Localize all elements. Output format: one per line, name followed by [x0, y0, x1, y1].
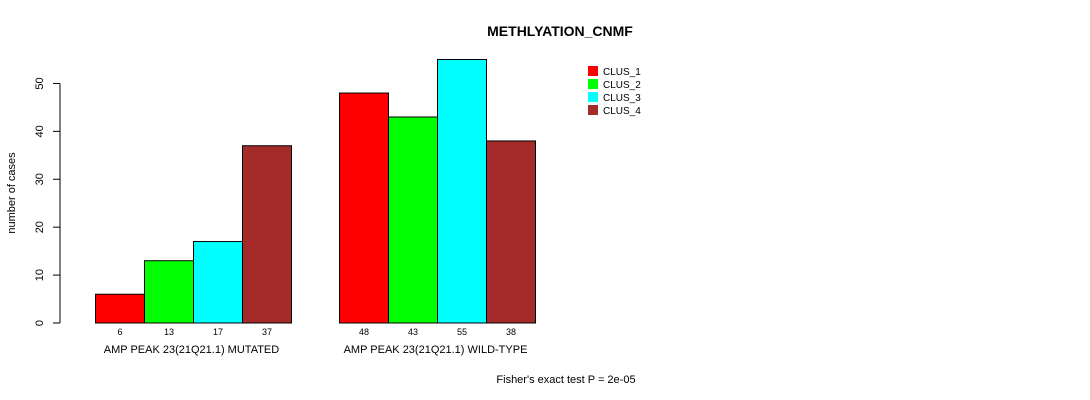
legend-swatch	[588, 66, 598, 76]
legend-label: CLUS_3	[603, 93, 641, 104]
bar-clus-1	[95, 293, 145, 324]
y-axis: 0 10 20 30 40 50	[34, 77, 61, 326]
legend-label: CLUS_1	[603, 67, 641, 78]
bar-clus-1	[339, 92, 389, 324]
group-label: AMP PEAK 23(21Q21.1) MUTATED	[104, 344, 280, 356]
bar-clus-3	[437, 59, 487, 324]
bar-value-label: 6	[117, 327, 122, 337]
bar-value-label: 38	[506, 327, 516, 337]
y-axis-label: number of cases	[6, 152, 18, 234]
legend-label: CLUS_4	[603, 106, 641, 117]
bar-value-label: 13	[164, 327, 174, 337]
bars	[95, 59, 536, 324]
legend-swatch	[588, 105, 598, 115]
bar-value-label: 17	[213, 327, 223, 337]
bar-clus-4	[242, 145, 292, 324]
bar-clus-3	[193, 241, 243, 324]
y-tick-label: 40	[34, 125, 46, 137]
group-label: AMP PEAK 23(21Q21.1) WILD-TYPE	[344, 344, 528, 356]
bar-clus-2	[144, 260, 194, 324]
chart-title: METHLYATION_CNMF	[487, 23, 633, 39]
bar-value-label: 48	[359, 327, 369, 337]
y-tick-label: 50	[34, 77, 46, 89]
legend-label: CLUS_2	[603, 80, 641, 91]
bar-value-label: 43	[408, 327, 418, 337]
y-tick-label: 0	[34, 320, 46, 326]
group-labels: AMP PEAK 23(21Q21.1) MUTATED AMP PEAK 23(…	[104, 344, 528, 356]
bar-clus-4	[486, 140, 536, 324]
legend: CLUS_1 CLUS_2 CLUS_3 CLUS_4	[588, 66, 641, 117]
bar-clus-2	[388, 116, 438, 324]
legend-swatch	[588, 92, 598, 102]
y-tick-label: 10	[34, 269, 46, 281]
bar-value-label: 55	[457, 327, 467, 337]
legend-swatch	[588, 79, 598, 89]
y-tick-label: 20	[34, 221, 46, 233]
bar-value-labels: 6 13 17 37 48 43 55 38	[117, 327, 516, 337]
fisher-test-footnote: Fisher's exact test P = 2e-05	[496, 374, 635, 386]
bar-value-label: 37	[262, 327, 272, 337]
y-tick-label: 30	[34, 173, 46, 185]
